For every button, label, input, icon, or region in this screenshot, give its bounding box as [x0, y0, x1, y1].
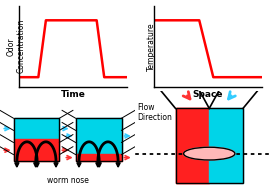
Bar [14, 118, 59, 161]
Bar [76, 118, 122, 161]
Ellipse shape [184, 147, 235, 160]
Bar [14, 139, 59, 161]
Bar [176, 108, 209, 183]
X-axis label: Space: Space [193, 90, 223, 99]
Bar [14, 118, 59, 139]
Bar [176, 108, 209, 183]
X-axis label: Time: Time [60, 90, 85, 99]
Bar [176, 108, 243, 183]
Text: Flow
Direction: Flow Direction [138, 103, 173, 122]
Bar [76, 118, 122, 154]
Bar [76, 154, 122, 161]
Bar [209, 108, 243, 183]
Y-axis label: Temperature: Temperature [147, 22, 156, 71]
Y-axis label: Odor
Concentration: Odor Concentration [6, 19, 26, 74]
Text: worm nose: worm nose [46, 176, 89, 185]
